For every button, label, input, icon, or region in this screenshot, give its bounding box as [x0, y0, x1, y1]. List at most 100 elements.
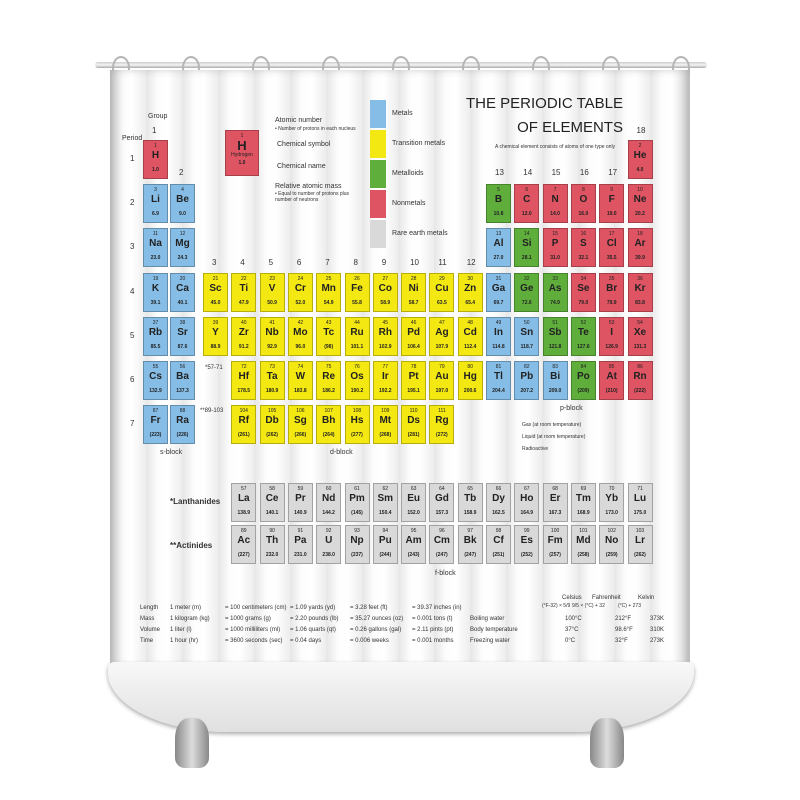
element-symbol: Rf	[238, 415, 250, 427]
element-symbol: Tc	[323, 326, 335, 338]
atomic-mass: 45.0	[210, 299, 221, 306]
element-symbol: Ir	[381, 371, 389, 382]
element-symbol: V	[268, 282, 276, 294]
group-number: 14	[523, 168, 533, 177]
element-Sb: 51 Sb 121.8	[542, 316, 568, 356]
element-Sn: 50 Sn 118.7	[514, 316, 540, 356]
group-number: 2	[179, 168, 184, 177]
atomic-mass: 158.9	[463, 510, 477, 516]
element-Li: 3 Li 6.9	[143, 184, 168, 224]
atomic-mass: 52.0	[295, 299, 306, 306]
atomic-mass: 83.8	[635, 299, 645, 306]
atomic-number: 36	[637, 275, 643, 282]
element-Mg: 12 Mg 24.3	[170, 228, 195, 268]
element-symbol: Si	[522, 238, 532, 250]
unit-cell: Length	[140, 605, 159, 611]
atomic-number: 5	[497, 187, 500, 194]
element-Zn: 30 Zn 65.4	[457, 272, 483, 312]
unit-cell: = 2.11 pints (pt)	[412, 627, 454, 633]
actinide-placeholder: **89-103	[200, 408, 224, 414]
element-symbol: In	[494, 326, 503, 338]
unit-cell: = 1000 grams (g)	[225, 616, 271, 622]
legend-label: Transition metals	[392, 140, 446, 147]
atomic-number: 83	[552, 364, 558, 370]
atomic-number: 16	[580, 231, 587, 238]
element-symbol: Th	[265, 535, 279, 546]
element-symbol: Sb	[548, 326, 562, 338]
s-block-label: s-block	[160, 449, 183, 456]
element-symbol: Ni	[408, 282, 419, 294]
element-Lr: 103 Lr (262)	[627, 525, 653, 564]
unit-cell: = 39.37 inches (in)	[412, 605, 462, 611]
atomic-number: 93	[354, 528, 360, 534]
element-Np: 93 Np (237)	[344, 525, 370, 564]
atomic-mass: (226)	[176, 432, 189, 439]
element-symbol: Cu	[435, 282, 449, 294]
f-block-label: f-block	[435, 570, 456, 577]
temp-value: 0°C	[565, 638, 576, 644]
element-symbol: Sg	[294, 415, 307, 427]
element-symbol: Am	[405, 535, 422, 546]
element-Rh: 45 Rh 102.9	[372, 316, 398, 356]
element-Lu: 71 Lu 175.0	[627, 483, 653, 522]
element-Ir: 77 Ir 192.2	[372, 361, 398, 400]
atomic-mass: 164.9	[520, 510, 534, 516]
element-Rb: 37 Rb 85.5	[143, 316, 168, 356]
atomic-mass: 231.0	[294, 552, 307, 558]
element-symbol: Pb	[520, 371, 534, 382]
atomic-number: 56	[179, 364, 186, 370]
atomic-mass: 85.5	[150, 343, 161, 350]
group-number: 15	[551, 168, 561, 177]
atomic-mass: (243)	[407, 552, 420, 558]
atomic-number: 8	[582, 187, 585, 194]
element-Tc: 43 Tc (98)	[316, 316, 342, 356]
element-Gd: 64 Gd 157.3	[429, 483, 455, 522]
element-Os: 76 Os 190.2	[344, 361, 370, 400]
element-symbol: Kr	[634, 282, 646, 294]
element-Y: 39 Y 88.9	[203, 316, 228, 356]
element-symbol: Nb	[265, 326, 279, 338]
atomic-number: 68	[552, 486, 558, 492]
subtitle: A chemical element consists of atoms of …	[495, 144, 616, 150]
atomic-mass: 178.5	[237, 388, 251, 394]
atomic-mass: 204.4	[492, 388, 505, 394]
element-As: 33 As 74.9	[542, 272, 568, 312]
atomic-mass: 118.7	[520, 343, 533, 350]
atomic-number: 75	[325, 364, 332, 370]
element-Md: 101 Md (258)	[570, 525, 596, 564]
atomic-number: 73	[269, 364, 275, 370]
atomic-mass: 79.9	[606, 299, 617, 306]
atomic-mass: (223)	[149, 432, 162, 439]
element-symbol: Sn	[520, 326, 534, 338]
element-symbol: Ru	[350, 326, 364, 338]
unit-cell: = 1000 milliliters (ml)	[225, 627, 281, 633]
element-symbol: No	[605, 535, 619, 546]
atomic-number: 54	[637, 319, 643, 326]
element-Rn: 86 Rn (222)	[627, 361, 653, 400]
atomic-mass: 200.6	[463, 388, 477, 394]
atomic-number: 109	[381, 408, 390, 415]
period-number: 3	[130, 242, 135, 252]
atomic-number: 10	[637, 187, 643, 194]
element-Pm: 61 Pm (145)	[344, 483, 370, 522]
element-symbol: Lr	[635, 535, 645, 546]
element-symbol: Rb	[148, 326, 163, 338]
element-Ru: 44 Ru 101.1	[344, 316, 370, 356]
element-symbol: Ra	[176, 415, 189, 427]
element-La: 57 La 138.9	[231, 483, 257, 522]
atomic-mass: 238.0	[322, 552, 335, 558]
element-symbol: U	[325, 535, 333, 546]
element-Se: 34 Se 79.0	[570, 272, 596, 312]
temp-header: Fahrenheit	[592, 595, 621, 601]
element-Ho: 67 Ho 164.9	[514, 483, 540, 522]
element-symbol: F	[608, 194, 615, 206]
element-symbol: Ag	[435, 326, 449, 338]
atomic-mass: (227)	[237, 552, 250, 558]
element-symbol: Rg	[435, 415, 449, 427]
atomic-number: 95	[410, 528, 417, 534]
atomic-number: 100	[550, 528, 560, 534]
element-symbol: Cm	[433, 535, 450, 546]
atomic-number: 7	[553, 187, 557, 194]
element-symbol: Sc	[209, 282, 222, 294]
element-O: 8 O 16.0	[570, 184, 596, 224]
